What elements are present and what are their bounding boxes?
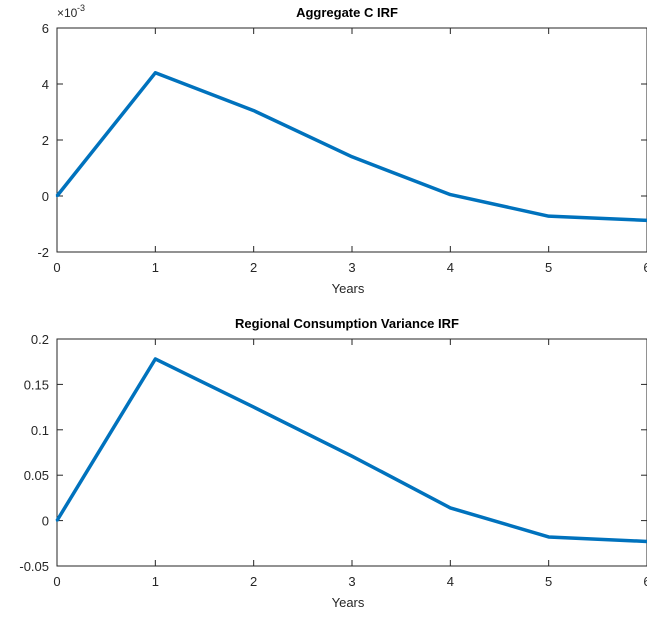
y-tick-label: -0.05	[19, 559, 49, 574]
x-tick-label: 1	[152, 260, 159, 275]
y-tick-label: 2	[42, 133, 49, 148]
x-tick-label: 0	[53, 260, 60, 275]
data-point	[252, 109, 255, 112]
x-tick-label: 3	[348, 260, 355, 275]
x-tick-label: 4	[447, 260, 454, 275]
y-tick-label: 0.05	[24, 468, 49, 483]
y-exponent-label: ×10	[57, 6, 78, 20]
x-tick-label: 5	[545, 260, 552, 275]
y-tick-label: 0	[42, 189, 49, 204]
data-point	[154, 71, 157, 75]
x-axis-title: Years	[332, 281, 365, 296]
chart-title: Regional Consumption Variance IRF	[235, 316, 459, 331]
x-tick-label: 1	[152, 574, 159, 589]
data-point	[55, 519, 59, 522]
y-tick-label: -2	[37, 245, 49, 260]
data-point	[449, 506, 452, 510]
data-point	[350, 454, 354, 458]
series-line	[55, 71, 647, 223]
data-point	[350, 155, 354, 158]
x-tick-label: 3	[348, 574, 355, 589]
y-tick-label: 0.15	[24, 377, 49, 392]
data-point	[252, 405, 255, 409]
x-axis-title: Years	[332, 595, 365, 610]
x-tick-label: 2	[250, 260, 257, 275]
x-tick-label: 6	[643, 574, 647, 589]
data-point	[547, 214, 550, 218]
data-point	[547, 535, 550, 539]
y-tick-label: 0.1	[31, 423, 49, 438]
y-tick-label: 4	[42, 77, 49, 92]
x-tick-label: 6	[643, 260, 647, 275]
y-tick-label: 0	[42, 514, 49, 529]
x-tick-label: 5	[545, 574, 552, 589]
data-point	[449, 193, 452, 196]
data-point	[55, 194, 59, 198]
data-point	[154, 357, 157, 361]
chart-title: Aggregate C IRF	[296, 5, 398, 20]
series-line	[55, 357, 647, 544]
x-tick-label: 4	[447, 574, 454, 589]
plot-area-frame	[56, 27, 647, 253]
x-tick-label: 2	[250, 574, 257, 589]
chart-1: 0 1 2 3 4 5 6 -2 0 2 4 6 ×10-3 Aggregate C IRF Years	[37, 3, 647, 296]
chart-2: 0 1 2 3 4 5 6 -0.05 0 0.05 0.1 0.15 0.2 Regional Cons…	[19, 316, 647, 610]
y-tick-label: 6	[42, 21, 49, 36]
y-tick-label: 0.2	[31, 332, 49, 347]
y-exponent-power: -3	[77, 3, 85, 13]
x-tick-label: 0	[53, 574, 60, 589]
